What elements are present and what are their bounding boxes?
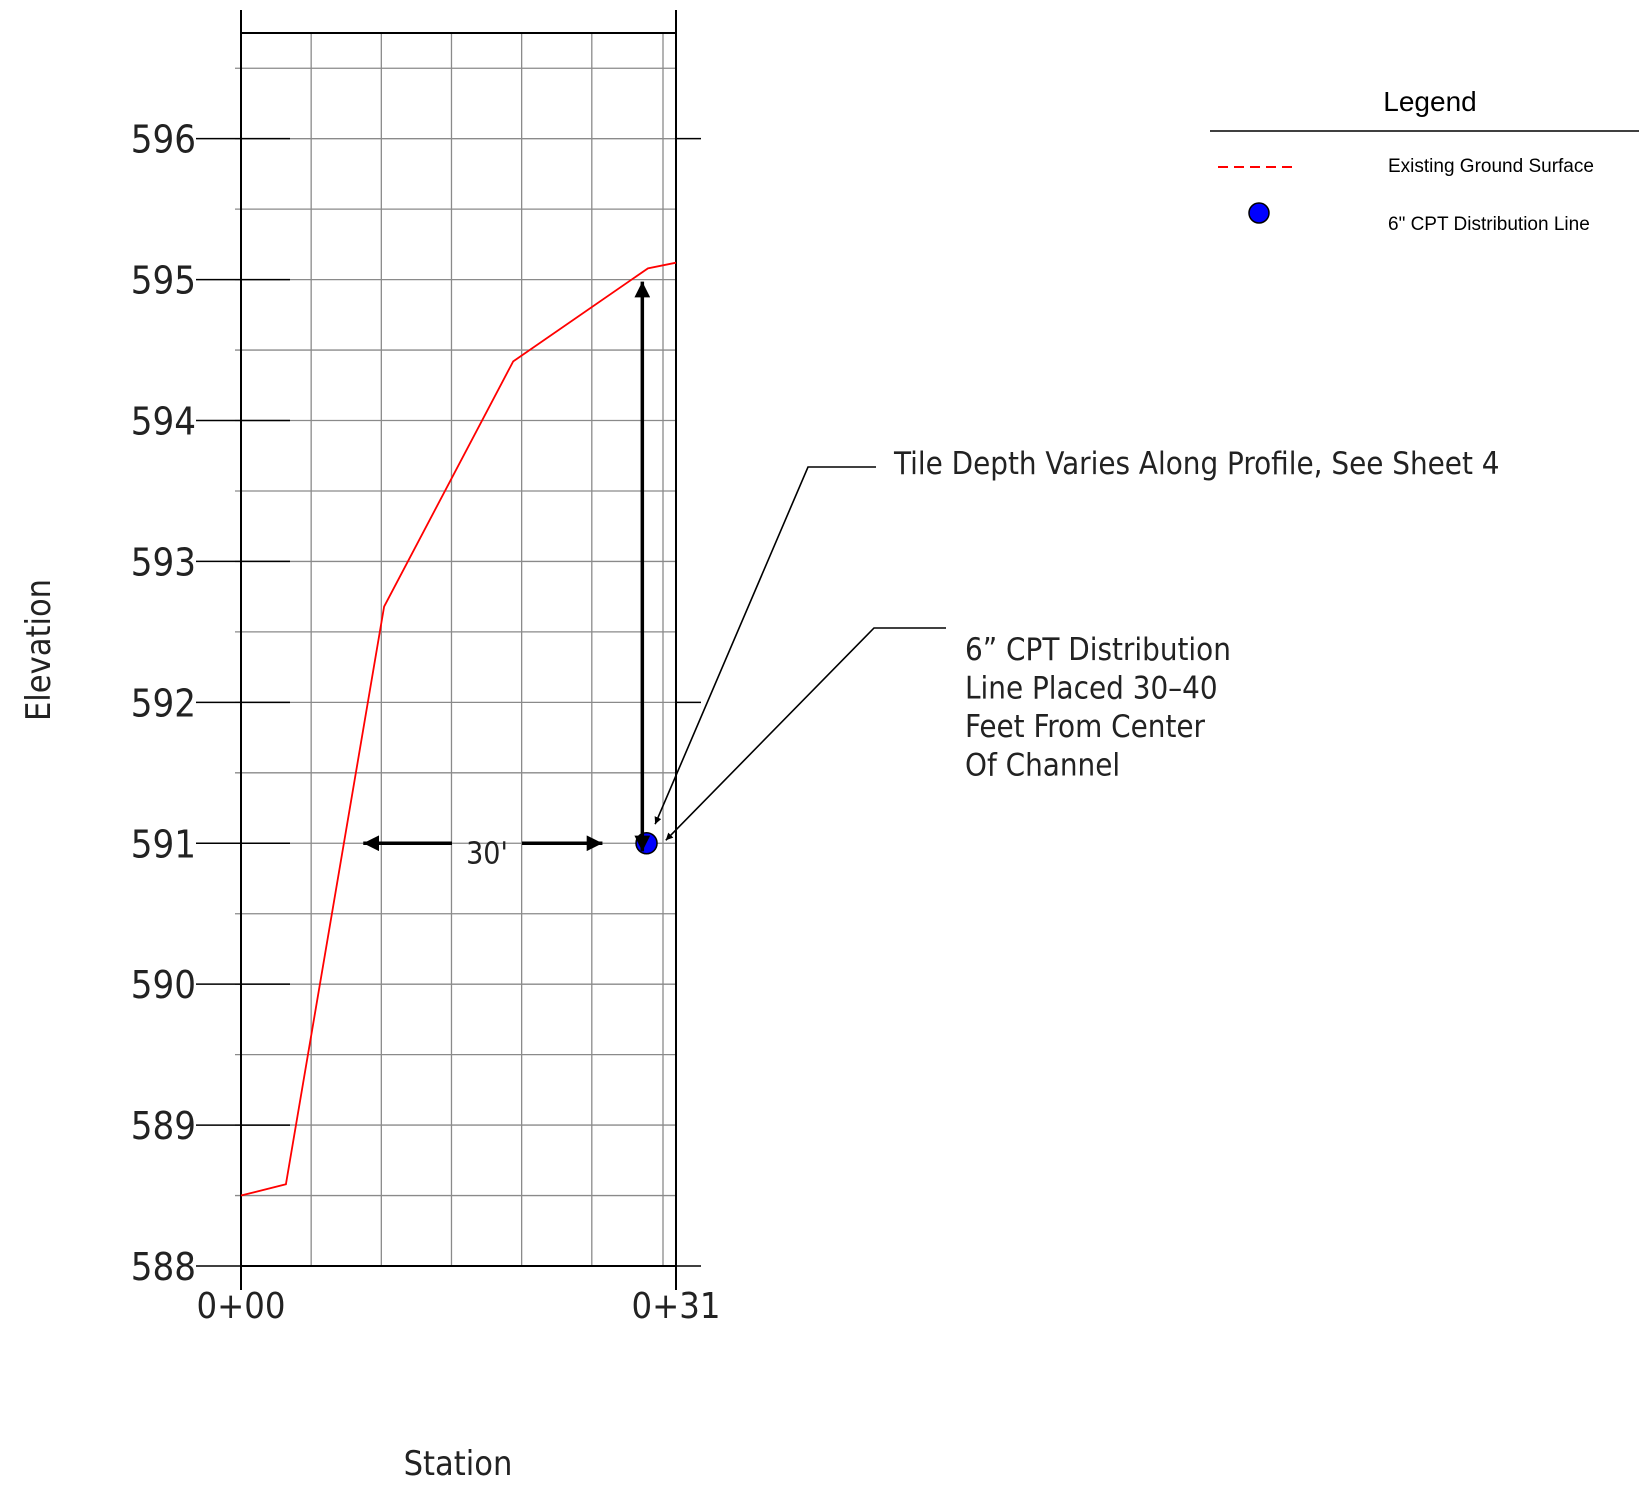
- series-line-existing-ground: [240, 261, 677, 1197]
- y-tick-label: 592: [131, 681, 196, 725]
- series-point-cpt-line: [635, 832, 658, 855]
- x-tick-label: 0+31: [632, 1286, 721, 1327]
- grid: [235, 33, 676, 1266]
- y-tick-label: 594: [131, 400, 196, 444]
- y-tick-label: 591: [131, 822, 196, 866]
- dimension-label: 30': [466, 836, 508, 871]
- annotation-cpt-placement-line: Line Placed 30–40: [965, 671, 1218, 707]
- y-tick-label: 593: [131, 540, 196, 584]
- legend-title: Legend: [1383, 86, 1476, 117]
- y-tick-label: 589: [131, 1104, 196, 1148]
- y-tick-label: 590: [131, 963, 196, 1007]
- y-tick-label: 596: [131, 118, 196, 162]
- annotation-cpt-placement-line: Feet From Center: [965, 709, 1206, 745]
- annotation-cpt-placement-line: 6” CPT Distribution: [965, 632, 1231, 668]
- y-tick-label: 595: [131, 259, 196, 303]
- axes: 588 589 590 591 592 593 594 595 596 0+00 0+31: [131, 10, 721, 1327]
- legend-swatch-cpt-line: [1248, 202, 1270, 224]
- y-tick-label: 588: [131, 1245, 196, 1289]
- x-axis-label: Station: [404, 1444, 513, 1484]
- annotation-cpt-placement-line: Of Channel: [965, 748, 1120, 784]
- leader-line-tile-depth: [654, 466, 876, 825]
- y-axis-label: Elevation: [19, 579, 59, 721]
- x-tick-label: 0+00: [197, 1286, 286, 1327]
- legend-label-existing-ground: Existing Ground Surface: [1388, 156, 1594, 177]
- annotation-tile-depth: Tile Depth Varies Along Profile, See She…: [893, 446, 1500, 482]
- annotations: 30' Tile Depth Varies Along Profile, See …: [363, 281, 1500, 871]
- legend-label-cpt-line: 6" CPT Distribution Line: [1388, 214, 1590, 235]
- legend: Legend Existing Ground Surface 6" CPT Di…: [1210, 86, 1639, 235]
- leader-line-cpt-placement: [665, 627, 946, 841]
- series: [240, 261, 677, 1197]
